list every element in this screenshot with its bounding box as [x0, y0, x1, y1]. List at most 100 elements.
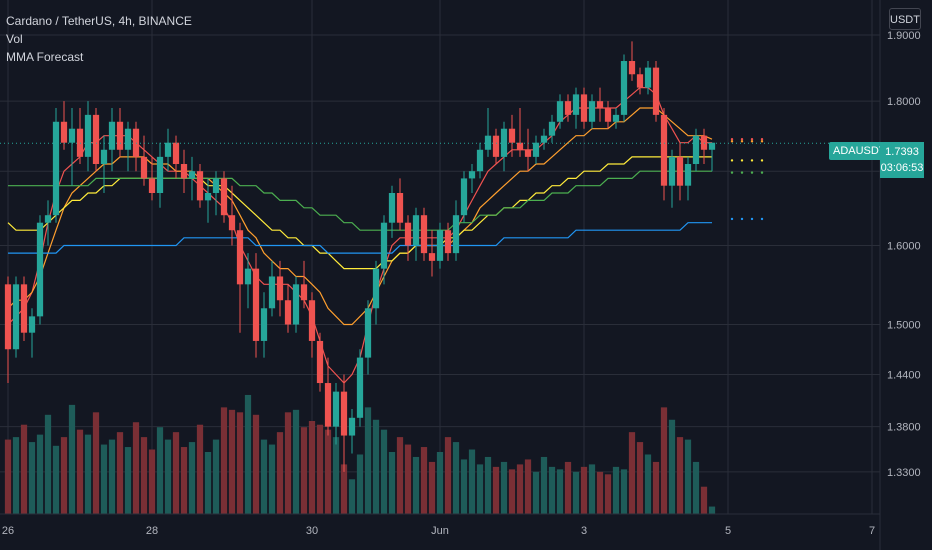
volume-bar: [12, 437, 20, 514]
volume-bar: [324, 429, 332, 514]
candle: [644, 61, 652, 95]
candle: [596, 87, 604, 122]
symbol-title[interactable]: Cardano / TetherUS, 4h, BINANCE: [6, 14, 192, 28]
currency-unit-button[interactable]: USDT: [889, 8, 921, 30]
candle-body: [620, 61, 628, 115]
candle-body: [4, 284, 12, 350]
forecast-dot: [750, 137, 754, 141]
candle-body: [436, 230, 444, 261]
candle: [300, 260, 308, 309]
candle: [380, 215, 388, 285]
volume-bar: [372, 419, 380, 514]
candle-body: [684, 164, 692, 186]
volume-bar: [172, 432, 180, 514]
candle-body: [452, 215, 460, 254]
volume-bar: [420, 447, 428, 514]
candle-body: [396, 193, 404, 223]
candle: [68, 108, 76, 186]
candle: [508, 114, 516, 157]
volume-bar: [84, 434, 92, 514]
candle-body: [404, 222, 412, 246]
candle-body: [596, 101, 604, 109]
candle: [36, 215, 44, 325]
candle: [52, 108, 60, 223]
date-tick-label: 3: [581, 525, 587, 537]
candle: [588, 94, 596, 129]
candle-body: [300, 284, 308, 301]
forecast-dot: [730, 140, 734, 143]
candle: [148, 156, 156, 201]
volume-bar: [260, 439, 268, 514]
candle-body: [268, 276, 276, 309]
candle-body: [380, 222, 388, 269]
volume-bar: [700, 486, 708, 514]
volume-bar: [380, 429, 388, 514]
candle-body: [524, 149, 532, 157]
last-price-box: 1.7393 03:06:53: [880, 142, 924, 178]
candle: [196, 164, 204, 208]
candle-body: [388, 193, 396, 223]
moving-average-line: [8, 170, 712, 231]
volume-bar: [44, 414, 52, 514]
candle: [516, 108, 524, 157]
candle-body: [108, 121, 116, 150]
volume-bar: [668, 419, 676, 514]
date-tick-label: 28: [146, 525, 158, 537]
volume-bar: [508, 469, 516, 514]
volume-bar: [524, 459, 532, 514]
volume-bar: [132, 422, 140, 514]
candle: [108, 108, 116, 172]
volume-bar: [164, 439, 172, 514]
candle: [708, 142, 716, 172]
volume-bar: [572, 471, 580, 514]
volume-bar: [500, 461, 508, 514]
candle-body: [428, 253, 436, 261]
candle: [428, 230, 436, 277]
volume-bar: [556, 469, 564, 514]
candle: [220, 171, 228, 223]
candle-body: [12, 284, 20, 350]
forecast-dot: [740, 140, 744, 143]
candle-body: [196, 171, 204, 201]
candle-body: [92, 114, 100, 165]
candle: [348, 409, 356, 454]
volume-bar: [180, 447, 188, 514]
volume-bar: [548, 466, 556, 514]
candle: [156, 142, 164, 208]
candle-body: [116, 121, 124, 150]
candle: [372, 260, 380, 325]
candle-body: [412, 215, 420, 246]
candle-body: [164, 142, 172, 157]
volume-bar: [308, 421, 316, 514]
indicator-mma-forecast-label[interactable]: MMA Forecast: [6, 50, 84, 64]
volume-bar: [4, 439, 12, 514]
candle-body: [308, 300, 316, 341]
candle-body: [508, 128, 516, 143]
candle: [628, 41, 636, 81]
price-tick-label: 1.9000: [887, 30, 921, 42]
candle-body: [372, 268, 380, 309]
candle: [236, 222, 244, 333]
candle-body: [180, 164, 188, 179]
candle-body: [660, 114, 668, 186]
candle-body: [644, 67, 652, 88]
candle: [292, 276, 300, 333]
volume-bar: [52, 445, 60, 514]
candle-body: [492, 135, 500, 157]
forecast-dot: [750, 217, 754, 221]
candle-body: [340, 391, 348, 436]
candle: [340, 374, 348, 472]
volume-bar: [580, 466, 588, 514]
indicator-vol-label[interactable]: Vol: [6, 32, 23, 46]
volume-bar: [620, 469, 628, 514]
volume-bar: [356, 454, 364, 514]
candle: [396, 178, 404, 231]
candle: [4, 276, 12, 384]
candle-body: [324, 383, 332, 427]
volume-bar: [588, 464, 596, 514]
candle: [100, 135, 108, 194]
candle: [532, 135, 540, 165]
candle-body: [188, 171, 196, 179]
candle-body: [676, 156, 684, 186]
